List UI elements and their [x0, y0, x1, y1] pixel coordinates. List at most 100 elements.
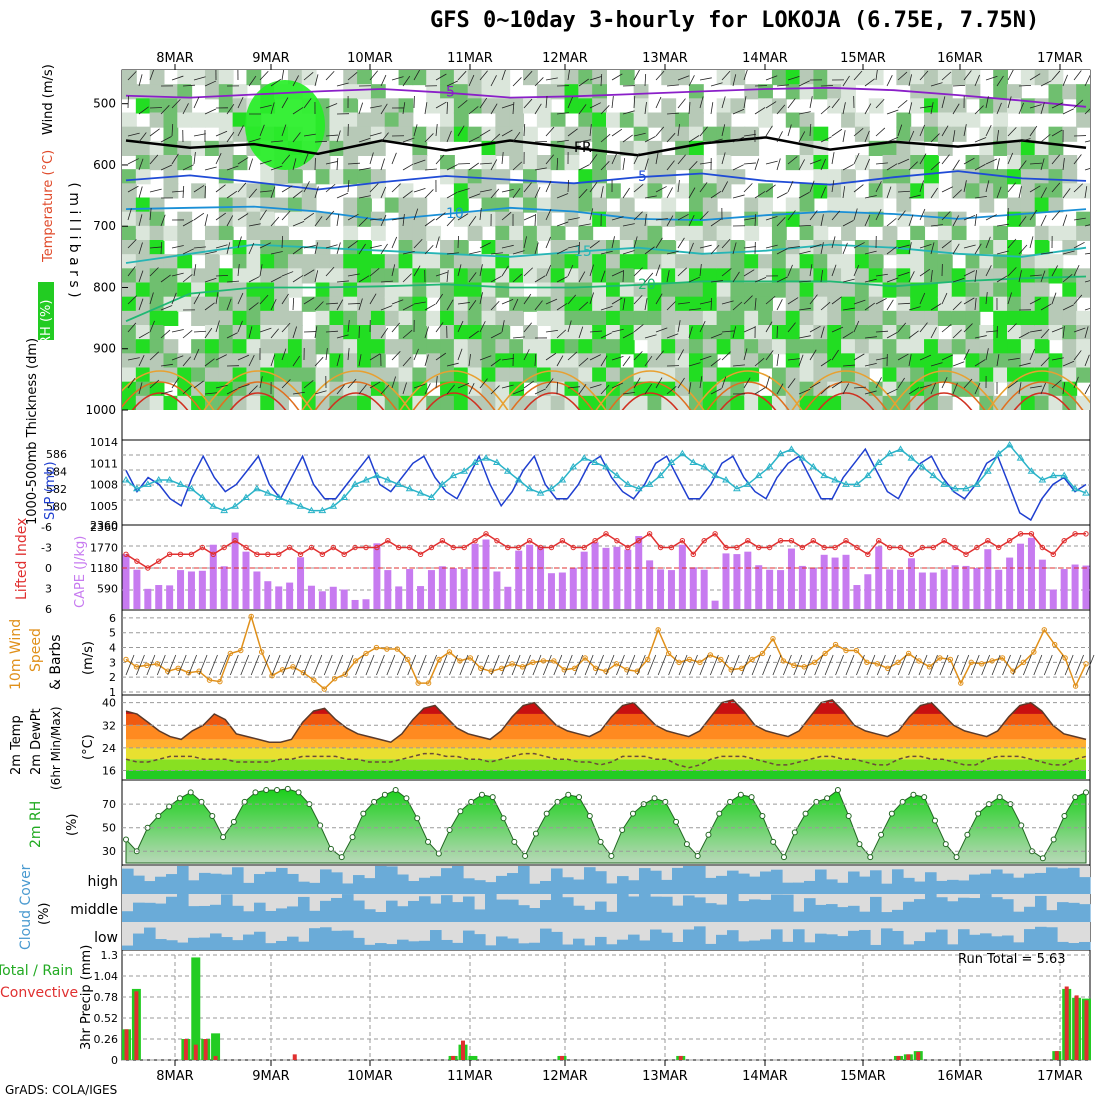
rh-cell [716, 140, 732, 156]
convective-bar [451, 1055, 456, 1060]
cloud-bar [617, 894, 629, 922]
rh-cell [260, 296, 276, 312]
rh-cell [965, 240, 981, 256]
wind-barb [424, 133, 434, 143]
wind10-barb [897, 654, 907, 676]
rh-cell [854, 197, 870, 213]
cape-tick: 2360 [90, 521, 118, 534]
rh-cell [122, 310, 137, 326]
thickness-line-point [733, 484, 741, 492]
rh-cell [661, 296, 677, 312]
rh-cell [1034, 395, 1050, 410]
rh-point [878, 831, 885, 838]
wind-speed-line-point [415, 680, 421, 686]
rh-point [349, 834, 356, 841]
rh-cell [509, 353, 525, 369]
rh-cell [467, 169, 483, 185]
temp-line-20 [125, 275, 1087, 323]
rh-cell [661, 169, 677, 185]
rh-cell [1048, 325, 1064, 341]
rh-cell [896, 381, 912, 397]
wind-barb [567, 294, 577, 305]
wind-barb [919, 208, 926, 221]
rh-cell [122, 225, 137, 241]
rh-point [338, 854, 345, 861]
rh-cell [799, 310, 815, 326]
cloud-bar [727, 870, 739, 894]
wind-barb [864, 214, 871, 227]
wind-barb [567, 320, 572, 333]
date-axis: 8MAR8MAR9MAR9MAR10MAR10MAR11MAR11MAR12MA… [156, 51, 1083, 1084]
rh-cell [384, 126, 400, 142]
wind-barb [842, 242, 848, 255]
rh-cell [841, 296, 856, 312]
cape-bar [569, 567, 577, 609]
rh-cell [1048, 169, 1064, 185]
li-line-point [1050, 551, 1056, 558]
cape-bar [1060, 569, 1068, 609]
rh-cell [924, 325, 939, 341]
cloud-bar [1013, 911, 1025, 922]
wind-barb [765, 216, 778, 221]
rh-cell [191, 367, 206, 383]
rh-cell [785, 367, 801, 383]
rh-cell [730, 296, 746, 312]
wind-barb [1084, 307, 1090, 311]
wind-barb [633, 70, 640, 81]
rh-cell [868, 98, 884, 114]
wind-barb [1040, 134, 1051, 143]
thickness-line-point [820, 471, 829, 479]
wind-barb [358, 137, 371, 143]
wind-barb [270, 102, 275, 115]
wind-barb [897, 353, 909, 361]
wind-barb [215, 384, 228, 389]
rh-cell [758, 310, 773, 326]
rh-cell [882, 353, 898, 369]
rh-cell [122, 240, 137, 256]
rh-cell [343, 84, 359, 100]
thickness-line-point [449, 471, 458, 479]
cloud-bar [210, 873, 222, 894]
thickness-line-point [307, 506, 316, 514]
rh-cell [523, 225, 538, 241]
rh-cell [481, 353, 497, 369]
thickness-line-point [907, 454, 916, 461]
wind-speed-line-point [885, 665, 891, 671]
rh-point [748, 794, 755, 801]
wind-barb [281, 210, 291, 221]
rh-cell [1034, 254, 1050, 270]
pressure-tick-label: 1000 [85, 403, 116, 417]
rh-cell [426, 225, 442, 241]
pressure-tick-label: 500 [93, 97, 116, 111]
wind-barb [941, 154, 950, 165]
rh-cell [993, 268, 1009, 284]
wind10-barb [730, 654, 740, 676]
rh-cell [771, 268, 787, 284]
rh-cell [523, 169, 538, 185]
wind-barb [688, 362, 701, 367]
cloud-bar [639, 868, 651, 894]
wind-barb [127, 185, 139, 193]
rh-cell [675, 140, 690, 156]
cloud-bar [1079, 877, 1091, 894]
wind-barb [171, 272, 184, 277]
rh-cell [841, 395, 856, 410]
rh-cell [149, 112, 165, 128]
cloud-bar [694, 897, 706, 922]
wind-barb [149, 246, 162, 249]
cloud-bar [243, 934, 255, 950]
temp-tick: 24 [102, 742, 116, 755]
wind-barb [765, 125, 773, 137]
wind-barb [853, 320, 860, 333]
rh-cell [951, 183, 967, 199]
cloud-bar [364, 944, 376, 950]
wind10-barb [543, 654, 552, 676]
wind-barb [512, 188, 521, 199]
rh-cell [398, 353, 414, 369]
thickness-line-point [242, 493, 250, 500]
rh-cell [965, 183, 981, 199]
rh-cell [149, 339, 165, 355]
rh-cell [799, 126, 815, 142]
rh-point [478, 791, 485, 798]
rh-cell [1020, 183, 1036, 199]
